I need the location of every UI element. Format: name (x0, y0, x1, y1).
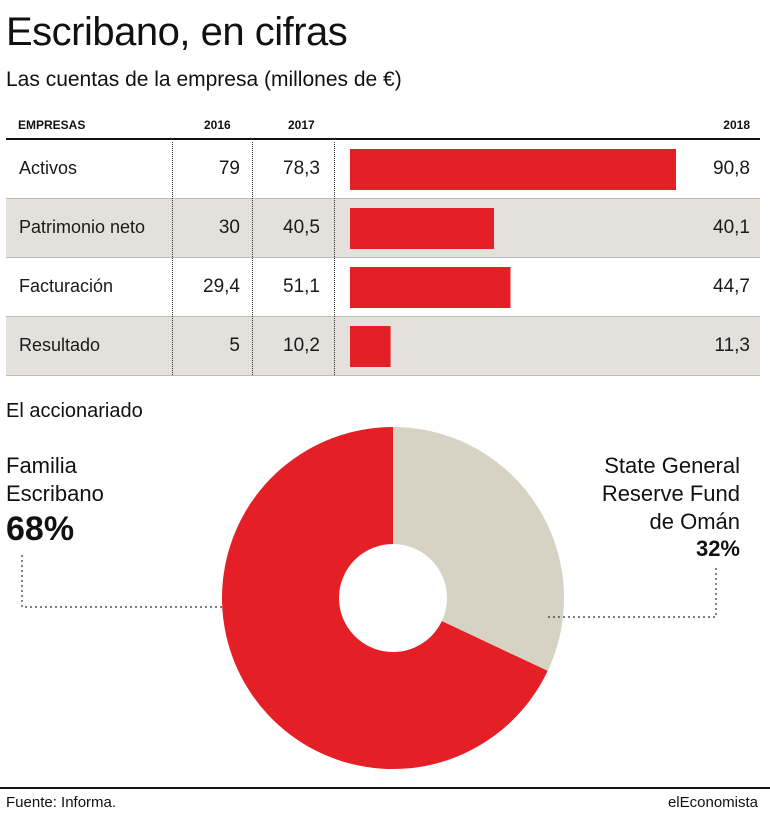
value-2016: 5 (229, 335, 240, 356)
table-row: Facturación 29,4 51,1 44,7 (6, 258, 760, 317)
label-familia-escribano: Familia Escribano (6, 452, 104, 508)
value-2018: 90,8 (713, 158, 750, 179)
bar-resultado (350, 326, 391, 367)
label-line: de Omán (649, 509, 741, 534)
value-2017: 40,5 (283, 217, 320, 238)
label-state-general-reserve-fund: State General Reserve Fund de Omán (602, 452, 740, 536)
bar-patrimonio-neto (350, 208, 494, 249)
value-2018: 40,1 (713, 217, 750, 238)
pct-familia-escribano: 68% (6, 510, 75, 548)
row-label: Activos (19, 158, 78, 178)
table-row: Activos 79 78,3 90,8 (6, 140, 760, 199)
value-2016: 29,4 (203, 276, 240, 297)
label-line: State General (604, 453, 740, 478)
pct-state-general-reserve-fund: 32% (695, 536, 740, 561)
header-2016: 2016 (204, 118, 231, 132)
column-divider (172, 142, 173, 375)
value-2018: 11,3 (714, 335, 750, 356)
header-2017: 2017 (288, 118, 315, 132)
column-divider (252, 142, 253, 375)
value-2017: 51,1 (283, 276, 320, 297)
bar-chart-2018 (350, 149, 676, 367)
row-label: Resultado (19, 335, 101, 355)
column-divider (334, 142, 335, 375)
value-2018: 44,7 (713, 276, 750, 297)
value-2017: 78,3 (283, 158, 320, 179)
header-2018: 2018 (723, 118, 750, 132)
row-label: Patrimonio neto (19, 217, 146, 237)
source-note: Fuente: Informa. (6, 794, 117, 811)
label-line: Escribano (6, 481, 104, 506)
header-empresas: EMPRESAS (18, 118, 86, 132)
leader-line-left (21, 555, 222, 608)
label-line: Familia (6, 453, 77, 478)
row-label: Facturación (19, 276, 114, 296)
bar-facturación (350, 267, 511, 308)
slice-state-general-reserve-fund-de-omán (393, 427, 564, 671)
footer-divider (0, 787, 770, 789)
brand-label: elEconomista (667, 794, 758, 811)
page-subtitle: Las cuentas de la empresa (millones de €… (6, 68, 402, 91)
value-2017: 10,2 (283, 335, 320, 356)
bar-activos (350, 149, 676, 190)
value-2016: 79 (218, 158, 240, 179)
page-title: Escribano, en cifras (6, 10, 348, 54)
leader-line-right (548, 568, 717, 618)
value-2016: 30 (218, 217, 240, 238)
table-header: EMPRESAS 2016 2017 2018 (6, 110, 760, 140)
donut-title: El accionariado (6, 400, 143, 422)
label-line: Reserve Fund (601, 481, 740, 506)
slice-familia-escribano (221, 427, 548, 769)
donut-chart (21, 427, 717, 769)
